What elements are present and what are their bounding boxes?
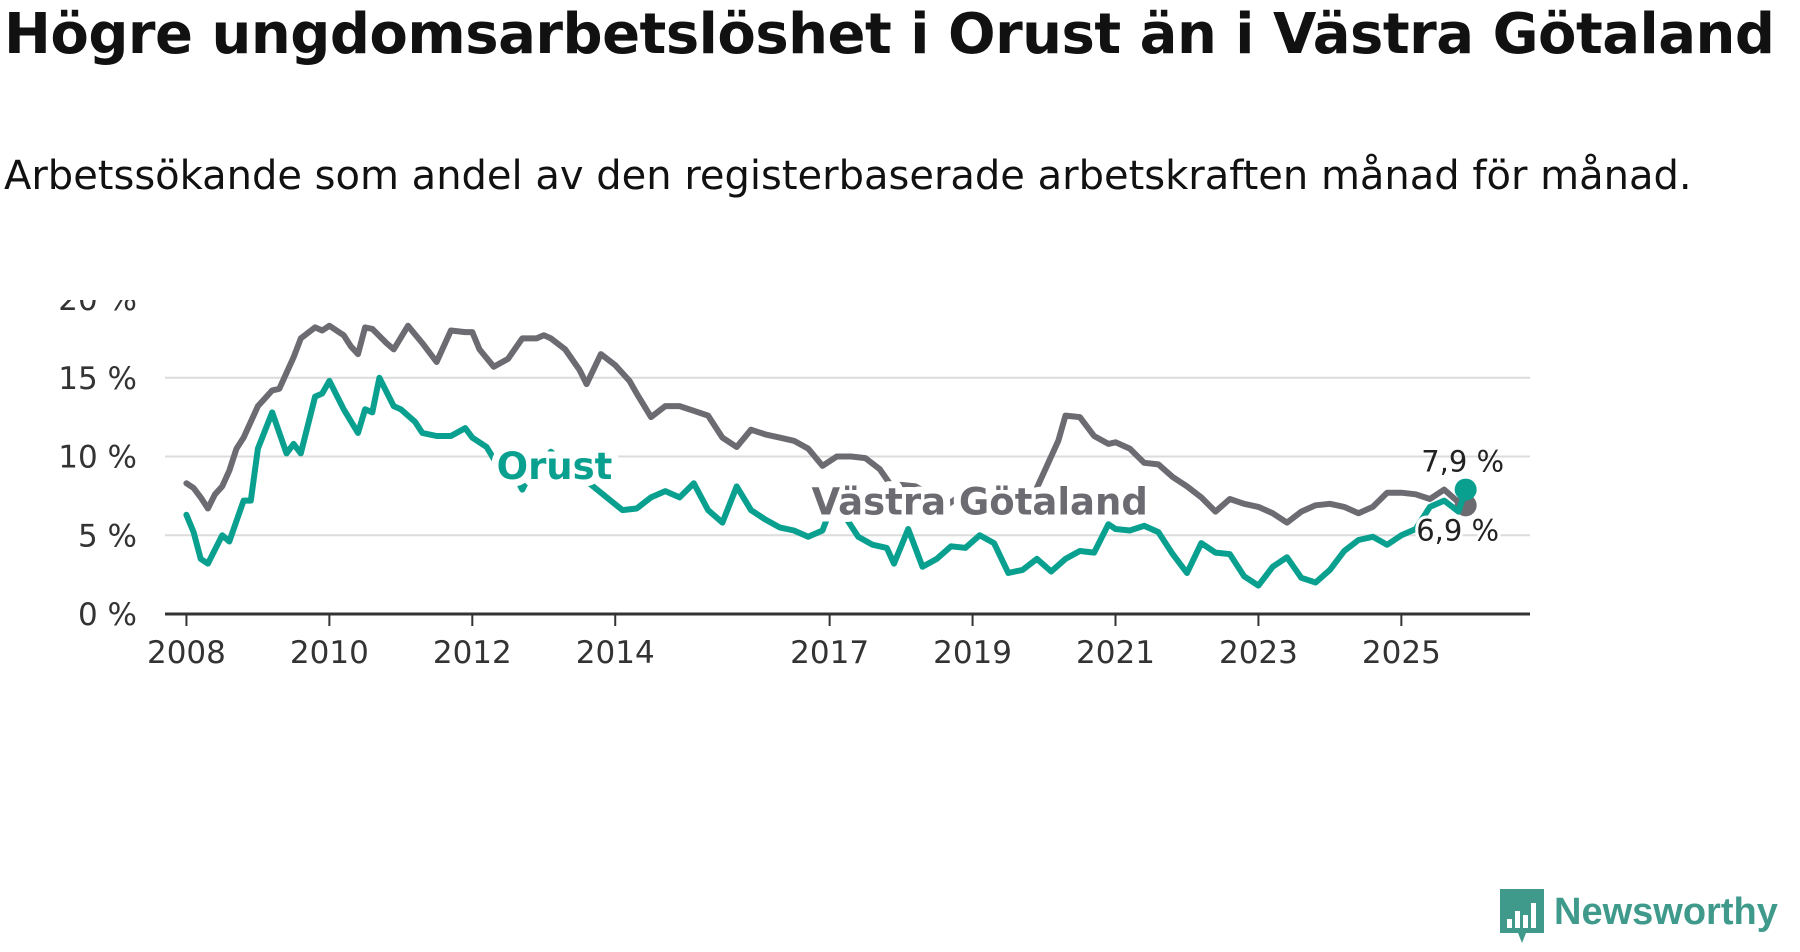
y-tick-label: 0 % [78,597,137,633]
y-axis-tick-labels: 0 % 5 % 10 % 15 % 20 % [58,300,137,633]
end-value-label: 7,9 % [1421,445,1504,479]
x-axis: 2008 2010 2012 2014 2017 2019 2021 2023 2025 [147,612,1530,671]
x-tick-label: 2012 [433,635,512,671]
y-tick-label: 5 % [78,518,137,554]
newsworthy-logo-icon [1500,889,1544,943]
x-tick-label: 2014 [576,635,655,671]
newsworthy-logo: Newsworthy [1496,885,1800,948]
x-tick-label: 2010 [290,635,369,671]
chart-title: Högre ungdomsarbetslöshet i Orust än i V… [4,2,1775,67]
series-line-orust [183,374,1469,589]
end-marker [1454,478,1477,501]
newsworthy-logo-text: Newsworthy [1554,891,1778,933]
x-tick-label: 2021 [1076,635,1155,671]
x-tick-label: 2019 [933,635,1012,671]
series-label-vastra-gotaland: Västra Götaland [812,481,1148,524]
chart-subtitle: Arbetssökande som andel av den registerb… [4,153,1692,199]
series-line-västra-götaland [183,322,1469,526]
line-chart: 0 % 5 % 10 % 15 % 20 % 7,9 % 6,9 % Orust Västra… [58,300,1530,671]
x-tick-label: 2017 [790,635,869,671]
series-labels: 7,9 % 6,9 % Orust Västra Götaland [490,438,1505,550]
x-tick-label: 2023 [1219,635,1298,671]
series-label-orust: Orust [497,445,613,488]
y-tick-label: 10 % [58,440,137,476]
series-lines [183,322,1477,589]
x-tick-label: 2025 [1362,635,1441,671]
end-value-label: 6,9 % [1416,513,1499,547]
x-tick-label: 2008 [147,635,226,671]
y-tick-label: 15 % [58,361,137,397]
y-tick-label: 20 % [58,300,137,318]
